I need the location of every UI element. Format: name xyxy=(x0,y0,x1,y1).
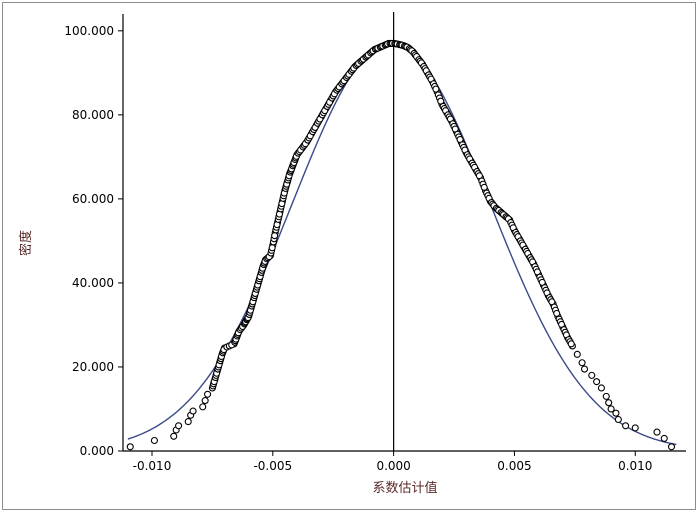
density-point xyxy=(578,359,586,367)
density-point xyxy=(201,397,209,405)
density-point xyxy=(150,436,158,445)
x-tick-label: 0.010 xyxy=(618,459,652,473)
density-point xyxy=(553,309,561,317)
y-tick-label: 100.000 xyxy=(64,24,114,38)
x-tick-label: -0.005 xyxy=(253,459,292,473)
density-point xyxy=(593,378,601,386)
density-point xyxy=(184,418,192,426)
axes xyxy=(122,14,686,452)
density-point xyxy=(631,424,639,432)
x-tick-label: -0.010 xyxy=(133,459,172,473)
density-point xyxy=(605,399,613,407)
density-point xyxy=(175,422,183,430)
density-points xyxy=(126,39,676,451)
x-tick-label: 0.000 xyxy=(376,459,410,473)
density-point xyxy=(189,407,197,415)
y-tick-label: 0.000 xyxy=(80,444,114,458)
density-point xyxy=(588,371,596,379)
density-point xyxy=(126,443,134,451)
density-point xyxy=(432,85,440,93)
chart-frame xyxy=(2,2,696,510)
y-tick-label: 80.000 xyxy=(72,108,114,122)
density-point xyxy=(667,443,676,451)
y-tick-label: 60.000 xyxy=(72,192,114,206)
density-point xyxy=(653,428,661,436)
y-axis-title: 密度 xyxy=(18,230,34,256)
density-point xyxy=(622,422,630,430)
density-point xyxy=(480,183,488,191)
density-point xyxy=(573,350,581,358)
y-ticks: 0.000 20.000 40.000 60.000 80.000 100.000 xyxy=(64,24,123,458)
density-point xyxy=(660,434,668,442)
density-point xyxy=(580,365,589,373)
density-point xyxy=(170,432,178,440)
x-tick-label: 0.005 xyxy=(497,459,531,473)
density-point xyxy=(567,340,575,348)
x-ticks: -0.010 -0.005 0.000 0.005 0.010 xyxy=(133,451,652,473)
density-point xyxy=(271,232,279,240)
y-tick-label: 20.000 xyxy=(72,360,114,374)
x-axis-title: 系数估计值 xyxy=(372,480,437,496)
density-point xyxy=(614,415,622,424)
density-point xyxy=(204,390,212,398)
density-point xyxy=(602,392,610,400)
density-point xyxy=(199,403,207,411)
density-point xyxy=(612,409,620,417)
density-point xyxy=(607,405,615,413)
density-point xyxy=(268,244,276,252)
density-point xyxy=(597,384,605,392)
y-tick-label: 40.000 xyxy=(72,276,114,290)
